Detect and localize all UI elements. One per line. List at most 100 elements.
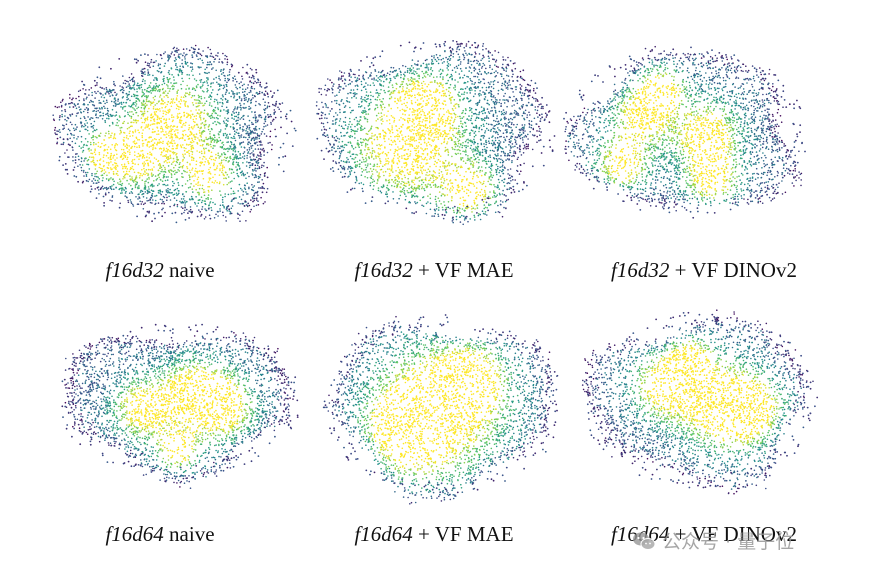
scatter-point — [255, 156, 258, 158]
scatter-point — [176, 117, 179, 119]
scatter-point — [413, 70, 415, 72]
scatter-point — [455, 50, 458, 53]
scatter-point — [122, 143, 125, 145]
scatter-point — [124, 173, 127, 176]
scatter-point — [163, 75, 165, 78]
scatter-point — [61, 113, 63, 116]
scatter-point — [208, 124, 211, 126]
scatter-point — [67, 156, 70, 158]
scatter-point — [437, 99, 439, 102]
scatter-point — [208, 71, 210, 74]
scatter-point — [64, 103, 67, 106]
scatter-point — [411, 59, 414, 61]
scatter-point — [123, 136, 125, 139]
scatter-point — [238, 183, 241, 186]
scatter-point — [389, 132, 391, 134]
scatter-point — [124, 145, 126, 147]
scatter-point — [251, 69, 253, 71]
scatter-point — [188, 87, 190, 89]
scatter-point — [123, 89, 125, 92]
scatter-point — [180, 137, 182, 139]
scatter-point — [464, 140, 467, 143]
scatter-point — [219, 139, 222, 142]
scatter-point — [453, 99, 456, 101]
scatter-point — [522, 112, 525, 115]
scatter-point — [207, 114, 209, 116]
scatter-point — [277, 106, 279, 109]
scatter-point — [58, 106, 60, 108]
scatter-point — [154, 87, 156, 89]
scatter-point — [399, 132, 402, 134]
scatter-point — [457, 191, 460, 193]
scatter-point — [192, 134, 195, 136]
scatter-point — [133, 158, 136, 161]
scatter-point — [254, 129, 256, 131]
scatter-point — [114, 137, 117, 140]
scatter-point — [142, 208, 145, 210]
scatter-point — [225, 119, 228, 121]
scatter-point — [213, 217, 216, 219]
scatter-point — [262, 98, 265, 100]
scatter-point — [521, 128, 524, 131]
scatter-point — [63, 125, 65, 127]
scatter-point — [97, 189, 100, 191]
scatter-point — [285, 117, 288, 120]
scatter-point — [253, 194, 255, 197]
scatter-point — [274, 105, 277, 107]
scatter-point — [250, 91, 252, 93]
scatter-point — [171, 142, 174, 145]
scatter-point — [175, 136, 177, 139]
scatter-point — [435, 90, 437, 92]
scatter-point — [153, 123, 156, 125]
scatter-point — [134, 95, 136, 97]
scatter-point — [181, 126, 183, 128]
scatter-point — [467, 141, 469, 144]
scatter-point — [414, 78, 416, 80]
scatter-point — [253, 132, 255, 134]
scatter-point — [218, 136, 220, 139]
scatter-point — [239, 152, 241, 155]
scatter-point — [124, 152, 127, 154]
scatter-point — [189, 171, 192, 174]
scatter-point — [273, 104, 275, 107]
scatter-point — [103, 139, 106, 141]
scatter-point — [242, 88, 244, 90]
scatter-point — [146, 110, 149, 113]
scatter-point — [467, 145, 469, 147]
scatter-point — [399, 86, 401, 88]
scatter-point — [127, 113, 129, 116]
scatter-point — [184, 95, 187, 98]
scatter-point — [171, 114, 173, 116]
scatter-point — [239, 143, 241, 146]
scatter-point — [209, 217, 212, 220]
scatter-point — [148, 188, 150, 190]
scatter-point — [526, 89, 529, 91]
scatter-point — [492, 113, 495, 116]
scatter-point — [171, 180, 174, 183]
scatter-point — [251, 159, 253, 161]
scatter-point — [213, 61, 215, 63]
scatter-point — [434, 58, 437, 61]
scatter-point — [237, 71, 240, 74]
scatter-point — [186, 61, 189, 64]
scatter-point — [184, 218, 187, 221]
scatter-point — [199, 100, 201, 103]
scatter-point — [167, 156, 169, 158]
scatter-point — [161, 100, 164, 102]
scatter-point — [182, 201, 185, 204]
scatter-point — [255, 199, 258, 201]
scatter-point — [199, 134, 202, 137]
scatter-point — [154, 130, 156, 133]
scatter-point — [419, 131, 421, 134]
scatter-point — [373, 165, 376, 167]
scatter-point — [480, 80, 482, 83]
scatter-point — [146, 200, 148, 202]
scatter-point — [142, 72, 144, 75]
scatter-point — [147, 140, 150, 143]
scatter-point — [120, 148, 123, 151]
scatter-point — [178, 55, 180, 58]
scatter-point — [187, 212, 189, 215]
scatter-point — [232, 148, 235, 150]
scatter-point — [170, 98, 173, 100]
scatter-point — [64, 163, 67, 165]
